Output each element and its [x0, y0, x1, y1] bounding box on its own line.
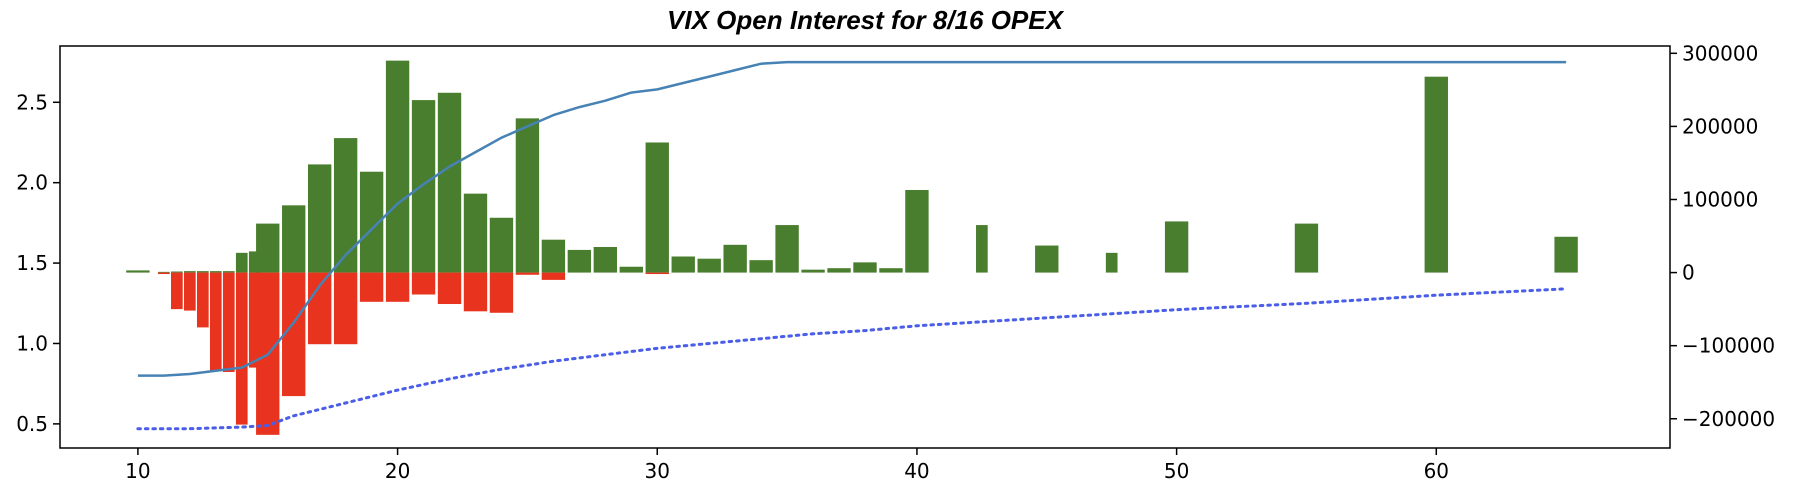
y-left-tick-label: 0.5	[16, 412, 48, 436]
put-bar	[359, 272, 384, 302]
chart-title: VIX Open Interest for 8/16 OPEX	[667, 5, 1065, 35]
call-bar	[411, 100, 436, 273]
y-right-tick-label: −200000	[1682, 407, 1775, 431]
call-bar	[905, 189, 929, 273]
x-tick-label: 10	[125, 459, 150, 483]
call-bar	[196, 271, 209, 273]
call-bar	[437, 92, 462, 273]
put-bar	[437, 272, 462, 305]
y-left-tick-label: 2.0	[16, 171, 48, 195]
y-right-tick-label: 200000	[1682, 114, 1758, 138]
put-bar	[196, 272, 209, 328]
call-bar	[256, 223, 280, 273]
call-bar	[541, 239, 566, 273]
call-bar	[879, 268, 903, 273]
call-bar	[723, 244, 747, 273]
call-bar	[282, 205, 306, 273]
call-bar	[1035, 245, 1059, 273]
put-bar	[515, 272, 540, 275]
call-bar	[385, 60, 410, 273]
y-right-tick-label: 0	[1682, 261, 1695, 285]
call-bar	[209, 271, 222, 273]
put-bar	[235, 272, 248, 425]
y-left-tick-label: 2.5	[16, 90, 48, 114]
put-bar	[158, 272, 170, 275]
dotted-line	[136, 287, 1568, 431]
put-bar	[248, 272, 261, 368]
call-bar	[593, 247, 618, 273]
call-bar	[126, 270, 150, 273]
plot-area: 10 20 30 40 50 60 0.5 1.0 1.5 2.0 2.5 −200000 −10000…	[16, 41, 1775, 483]
call-bar	[645, 142, 669, 273]
call-bar	[976, 225, 988, 273]
x-tick-label: 30	[645, 459, 670, 483]
put-bar	[183, 272, 196, 311]
y-left-tick-label: 1.0	[16, 331, 48, 355]
call-bar	[1294, 223, 1319, 273]
cumulative-line	[137, 60, 1567, 377]
put-bar	[282, 272, 306, 397]
call-bar	[359, 171, 384, 273]
call-bar	[515, 118, 540, 273]
x-tick-label: 60	[1424, 459, 1449, 483]
call-bar	[827, 268, 851, 273]
put-bar	[411, 272, 436, 295]
x-tick-label: 40	[904, 459, 929, 483]
put-bar	[222, 272, 235, 372]
call-bar	[853, 262, 877, 273]
put-bar	[463, 272, 488, 312]
call-bar	[749, 260, 773, 273]
call-bar	[697, 258, 721, 273]
call-bar	[222, 271, 235, 273]
call-bar	[171, 271, 183, 273]
call-bar	[307, 164, 332, 273]
y-right-tick-label: 300000	[1682, 41, 1758, 65]
y-left-tick-label: 1.5	[16, 251, 48, 275]
put-bar	[307, 272, 332, 345]
call-bar	[801, 269, 825, 273]
call-bar	[1164, 221, 1189, 273]
put-bar	[541, 272, 566, 280]
call-bar	[1424, 76, 1448, 273]
call-bar	[235, 252, 248, 273]
x-tick-label: 50	[1164, 459, 1189, 483]
call-bar	[248, 251, 261, 273]
put-bar	[645, 272, 669, 275]
call-bar	[775, 225, 799, 273]
call-bar	[463, 193, 488, 273]
put-bar	[171, 272, 183, 310]
call-bar	[567, 249, 592, 273]
call-bar	[158, 271, 170, 273]
call-bar	[489, 217, 514, 273]
x-tick-label: 20	[385, 459, 410, 483]
call-bar	[619, 266, 643, 273]
put-bar	[385, 272, 410, 302]
put-bar	[489, 272, 514, 313]
call-bar	[1554, 236, 1578, 273]
call-bar	[183, 271, 196, 273]
y-right-tick-label: −100000	[1682, 334, 1775, 358]
put-bar	[333, 272, 358, 345]
call-bar	[333, 138, 358, 273]
plot-frame	[59, 45, 1671, 449]
put-bar	[209, 272, 222, 372]
y-right-tick-label: 100000	[1682, 187, 1758, 211]
call-bar	[671, 256, 695, 273]
call-bar	[1105, 252, 1118, 273]
